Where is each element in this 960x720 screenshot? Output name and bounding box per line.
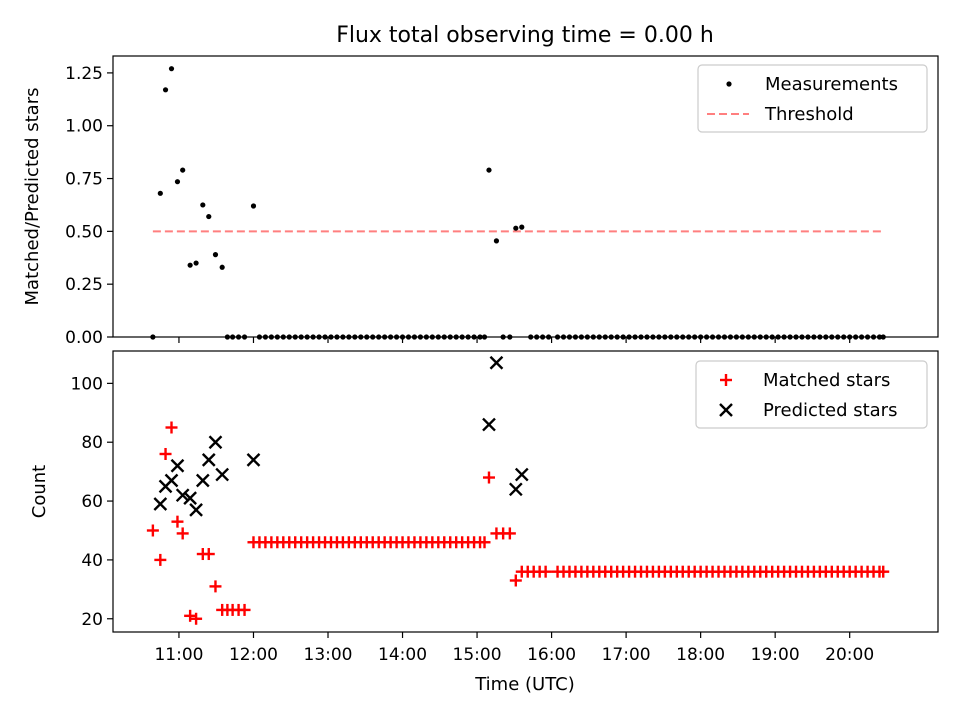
count-panel: 20 40 60 80 100 11:00 12:00 13:00 14:00 15:00 16:…: [29, 350, 939, 695]
measurement-point: [219, 264, 225, 270]
matched-star-point: [202, 548, 215, 561]
legend-measurements-label: Measurements: [765, 74, 898, 95]
count-panel-frame: [112, 350, 939, 633]
measurement-point: [200, 202, 206, 208]
measurement-point: [162, 87, 169, 93]
predicted-star-point: [508, 482, 523, 497]
matched-star-point: [238, 603, 251, 616]
measurement-point: [157, 190, 163, 196]
ratio-y-tick-label: 0.25: [65, 275, 103, 295]
matched-star-point: [509, 574, 522, 587]
x-tick-label: 15:00: [453, 645, 502, 665]
predicted-star-point: [208, 435, 223, 450]
measurement-point: [174, 179, 181, 185]
matched-star-point: [176, 527, 189, 540]
x-tick-label: 18:00: [676, 645, 725, 665]
matched-stars-points: [146, 421, 890, 625]
count-y-tick-label: 60: [81, 492, 103, 512]
matched-star-point: [539, 565, 552, 578]
x-tick-label: 20:00: [825, 645, 874, 665]
x-tick-label: 11:00: [154, 645, 203, 665]
ratio-x-ticks: [178, 337, 851, 343]
matched-star-point: [159, 447, 172, 460]
x-tick-label: 13:00: [304, 645, 353, 665]
measurement-point: [486, 167, 492, 173]
ratio-legend: Measurements Threshold: [697, 64, 928, 133]
measurement-point: [519, 224, 525, 230]
x-tick-label: 14:00: [378, 645, 427, 665]
matched-star-point: [146, 524, 159, 537]
predicted-star-point: [246, 453, 261, 467]
measurement-point: [180, 167, 186, 173]
count-y-tick-label: 100: [71, 374, 103, 394]
measurement-point: [250, 203, 257, 209]
legend-predicted-label: Predicted stars: [763, 400, 897, 421]
count-legend: Matched stars Predicted stars: [695, 360, 928, 429]
ratio-panel-frame: [112, 55, 939, 338]
ratio-y-tick-label: 1.25: [65, 64, 103, 84]
predicted-star-point: [215, 467, 230, 482]
x-tick-label: 12:00: [229, 645, 278, 665]
measurement-point: [212, 252, 219, 258]
measurement-point: [206, 213, 212, 220]
ratio-y-ticks: 0.00 0.25 0.50 0.75 1.00 1.25: [65, 64, 113, 348]
count-y-ticks: 20 40 60 80 100: [71, 374, 113, 630]
measurement-point: [187, 262, 193, 268]
count-y-tick-label: 20: [81, 610, 103, 630]
x-tick-label: 16:00: [527, 645, 576, 665]
measurement-points: [150, 66, 886, 340]
matched-star-point: [482, 471, 495, 484]
count-y-tick-label: 80: [81, 433, 103, 453]
ratio-y-tick-label: 1.00: [65, 117, 103, 137]
measurement-point: [193, 260, 199, 266]
matched-star-point: [877, 565, 890, 578]
matched-star-point: [503, 527, 516, 540]
x-axis-label: Time (UTC): [474, 674, 575, 695]
legend-threshold-label: Threshold: [764, 104, 854, 125]
count-y-axis-label: Count: [29, 465, 50, 518]
matched-star-point: [171, 515, 184, 528]
predicted-star-point: [175, 488, 190, 503]
measurement-point: [513, 225, 519, 231]
legend-matched-label: Matched stars: [763, 370, 890, 391]
predicted-star-point: [183, 491, 197, 505]
predicted-star-point: [482, 417, 496, 432]
predicted-star-point: [201, 453, 216, 467]
measurement-point: [168, 66, 175, 72]
matched-star-point: [165, 421, 178, 434]
matched-star-point: [209, 580, 222, 593]
legend-measurements-marker: [726, 81, 732, 87]
x-tick-label: 19:00: [751, 645, 800, 665]
chart-title: Flux total observing time = 0.00 h: [336, 23, 714, 48]
predicted-star-point: [514, 467, 529, 482]
predicted-star-point: [195, 473, 210, 488]
predicted-star-point: [153, 497, 168, 511]
ratio-y-tick-label: 0.50: [65, 222, 103, 242]
matched-star-point: [154, 553, 167, 566]
predicted-stars-points: [153, 355, 529, 517]
x-tick-label: 17:00: [602, 645, 651, 665]
predicted-star-point: [164, 473, 179, 488]
predicted-star-point: [189, 503, 203, 517]
matched-star-point: [190, 612, 203, 625]
ratio-panel: 0.00 0.25 0.50 0.75 1.00 1.25 Matched/Predict…: [22, 55, 939, 348]
count-y-tick-label: 40: [81, 551, 103, 571]
predicted-star-point: [489, 355, 504, 370]
ratio-y-axis-label: Matched/Predicted stars: [22, 88, 43, 306]
measurement-point: [493, 238, 500, 244]
predicted-star-point: [170, 458, 185, 473]
legend-predicted-marker: [719, 403, 733, 417]
matched-star-point: [478, 536, 491, 549]
legend-matched-marker: [720, 374, 732, 386]
ratio-y-tick-label: 0.00: [65, 328, 103, 348]
ratio-y-tick-label: 0.75: [65, 170, 103, 190]
count-x-ticks: 11:00 12:00 13:00 14:00 15:00 16:00 17:00 18:00…: [154, 632, 874, 665]
